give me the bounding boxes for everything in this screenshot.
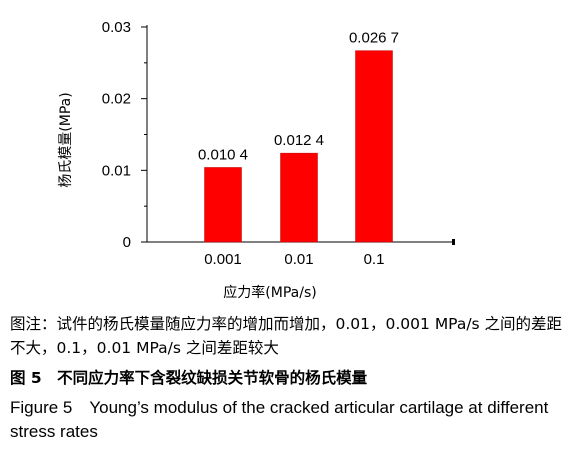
bar-0.1 — [355, 50, 393, 243]
figure-title-chinese: 图 5 不同应力率下含裂纹缺损关节软骨的杨氏模量 — [10, 369, 368, 387]
bar-chart: 0 0.01 0.02 0.03 0.010 4 0.012 4 0.026 7 0.00… — [58, 19, 455, 301]
x-tick-label-0.01: 0.01 — [284, 251, 313, 268]
x-tick-label-0.1: 0.1 — [364, 251, 385, 268]
data-label-0.1: 0.026 7 — [349, 30, 399, 47]
y-tick-label: 0 — [123, 234, 131, 251]
bar-0.001 — [204, 167, 242, 243]
y-ticks: 0 0.01 0.02 0.03 — [102, 19, 147, 251]
data-labels: 0.010 4 0.012 4 0.026 7 — [198, 30, 399, 164]
data-label-0.01: 0.012 4 — [274, 132, 324, 149]
y-tick-label: 0.01 — [102, 162, 131, 179]
bar-0.01 — [280, 152, 318, 243]
x-tick-labels: 0.001 0.01 0.1 — [204, 251, 384, 268]
x-tick-label-0.001: 0.001 — [204, 251, 242, 268]
x-axis-end-mark — [452, 239, 455, 245]
y-tick-label: 0.03 — [102, 19, 131, 36]
bars — [204, 50, 393, 243]
data-label-0.001: 0.010 4 — [198, 146, 248, 163]
figure-title-english: Figure 5 Young’s modulus of the cracked … — [10, 398, 549, 441]
x-axis-title: 应力率(MPa/s) — [223, 284, 316, 301]
figure-note: 图注：试件的杨氏模量随应力率的增加而增加，0.01，0.001 MPa/s 之间… — [10, 315, 563, 357]
y-axis-title: 杨氏模量(MPa) — [58, 92, 74, 187]
y-tick-label: 0.02 — [102, 91, 131, 108]
